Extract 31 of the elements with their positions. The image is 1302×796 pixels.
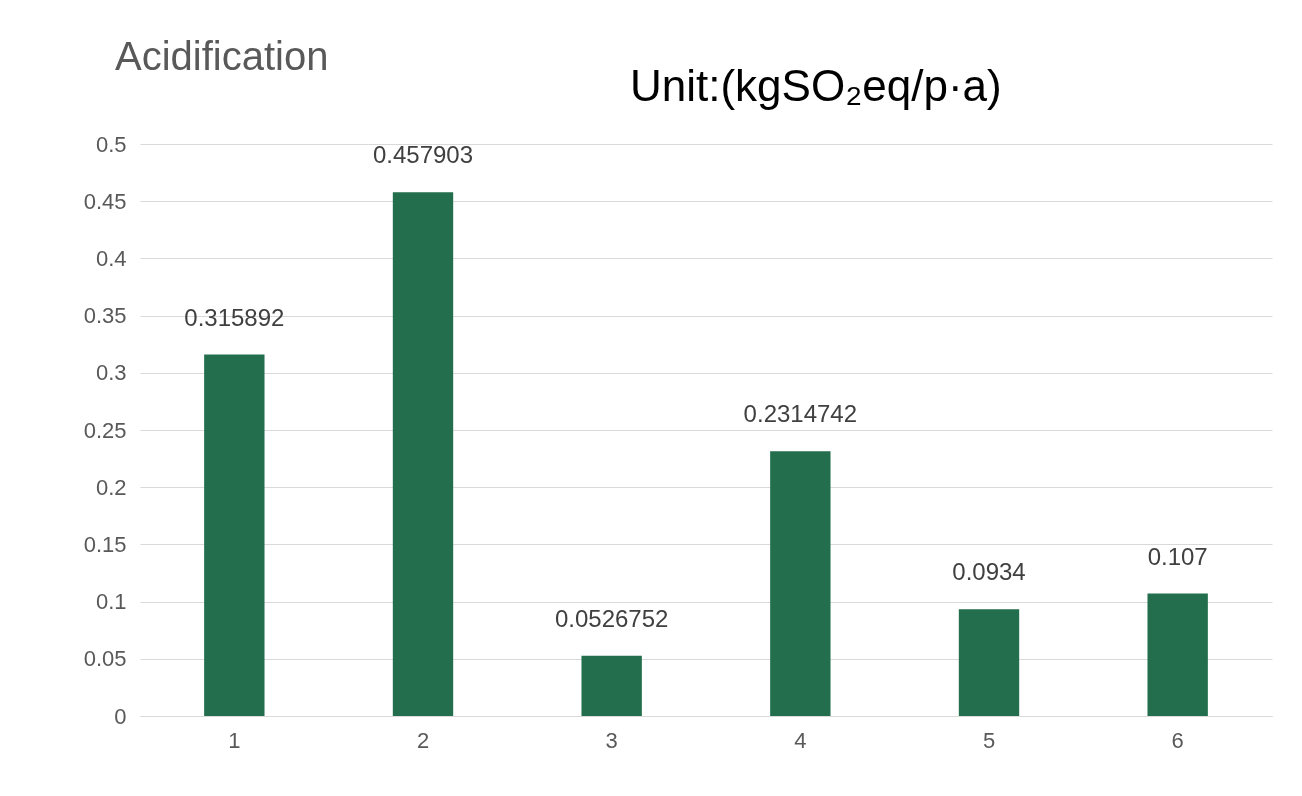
y-tick-label: 0.4	[95, 245, 127, 271]
bar	[392, 192, 454, 716]
bar	[581, 655, 642, 716]
data-label: 0.0934	[952, 558, 1026, 586]
data-label: 0.0526752	[554, 604, 669, 632]
bar	[204, 354, 265, 716]
data-label: 0.315892	[184, 303, 285, 331]
y-tick-label: 0.25	[83, 417, 127, 443]
data-label: 0.457903	[372, 141, 474, 169]
x-tick-label: 3	[605, 727, 618, 753]
y-tick-label: 0	[114, 703, 127, 729]
y-tick-label: 0.2	[95, 474, 127, 500]
y-tick-label: 0.45	[83, 188, 127, 214]
data-label: 0.2314742	[743, 400, 858, 428]
chart-title: Acidification	[115, 34, 329, 78]
y-tick-label: 0.05	[83, 646, 127, 672]
x-tick-label: 4	[794, 727, 807, 753]
y-tick-label: 0.35	[83, 303, 127, 329]
text: Unit:(kgSO₂eq/p·a)	[630, 61, 1002, 110]
y-tick-label: 0.15	[83, 531, 127, 557]
x-tick-label: 6	[1171, 727, 1184, 753]
x-tick-label: 2	[416, 727, 430, 753]
bar	[770, 451, 831, 716]
data-label: 0.107	[1147, 542, 1208, 570]
x-tick-label: 1	[228, 727, 241, 753]
y-tick-label: 0.3	[95, 360, 127, 386]
bar	[958, 609, 1020, 716]
y-tick-label: 0.5	[95, 131, 127, 157]
y-tick-label: 0.1	[95, 589, 127, 615]
bar	[1147, 593, 1208, 716]
x-tick-label: 5	[982, 727, 996, 753]
